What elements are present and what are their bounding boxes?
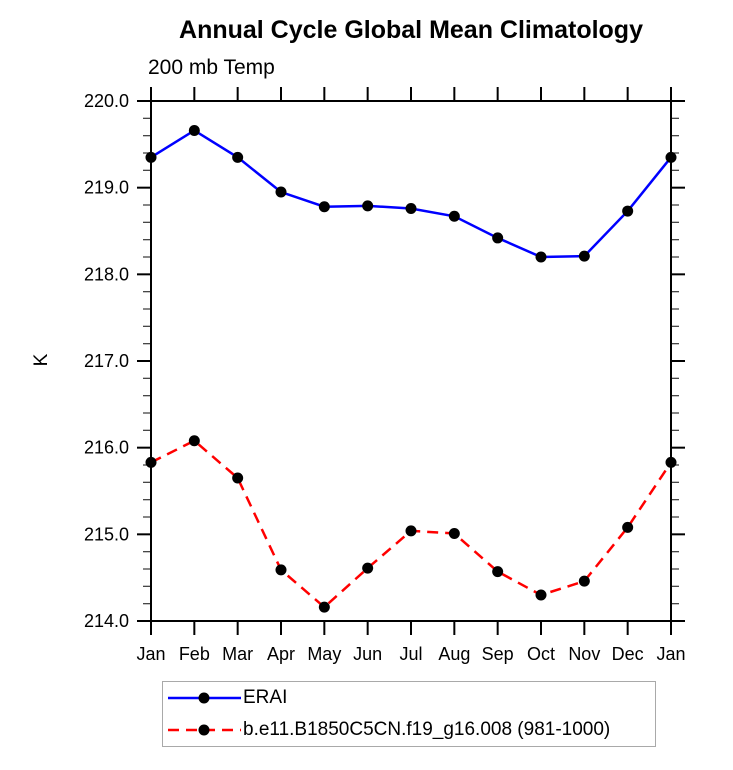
y-tick-label: 217.0 [84, 351, 129, 371]
x-tick-label: Dec [612, 644, 644, 664]
series-markers-1 [145, 435, 677, 613]
series-markers-0 [145, 124, 677, 263]
legend: ERAI b.e11.B1850C5CN.f19_g16.008 (981-10… [162, 681, 656, 747]
x-axis-tick-labels: Jan Feb Mar Apr May Jun Jul Aug Sep Oct Nov Dec Jan [136, 644, 685, 664]
y-tick-label: 218.0 [84, 264, 129, 284]
x-tick-label: Oct [527, 644, 555, 664]
y-axis-minor-ticks [143, 117, 679, 605]
legend-label-erai: ERAI [243, 687, 288, 708]
x-tick-label: Apr [267, 644, 295, 664]
legend-item-erai: ERAI [163, 682, 655, 714]
x-axis-ticks [150, 87, 672, 635]
x-tick-label: May [307, 644, 341, 664]
plot-border [150, 100, 672, 622]
chart-title: Annual Cycle Global Mean Climatology [179, 16, 643, 44]
x-tick-label: Feb [179, 644, 210, 664]
y-tick-label: 214.0 [84, 611, 129, 631]
legend-label-model: b.e11.B1850C5CN.f19_g16.008 (981-1000) [243, 719, 611, 740]
x-tick-label: Nov [568, 644, 600, 664]
x-tick-label: Aug [438, 644, 470, 664]
y-tick-label: 215.0 [84, 524, 129, 544]
x-tick-label: Jan [136, 644, 165, 664]
x-tick-label: Jan [656, 644, 685, 664]
series-line-0 [150, 128, 672, 259]
x-tick-label: Sep [482, 644, 514, 664]
x-tick-label: Mar [222, 644, 253, 664]
y-tick-label: 219.0 [84, 178, 129, 198]
x-tick-label: Jun [353, 644, 382, 664]
chart-subtitle: 200 mb Temp [148, 56, 275, 79]
y-tick-label: 216.0 [84, 438, 129, 458]
y-axis-major-ticks [137, 100, 685, 622]
x-tick-label: Jul [399, 644, 422, 664]
series-line-1 [150, 439, 673, 609]
y-axis-tick-labels: 214.0 215.0 216.0 217.0 218.0 219.0 220.0 [84, 91, 129, 631]
legend-line-sample-model [168, 724, 241, 736]
legend-item-model: b.e11.B1850C5CN.f19_g16.008 (981-1000) [163, 714, 655, 746]
legend-line-sample-erai [168, 692, 241, 704]
y-tick-label: 220.0 [84, 91, 129, 111]
